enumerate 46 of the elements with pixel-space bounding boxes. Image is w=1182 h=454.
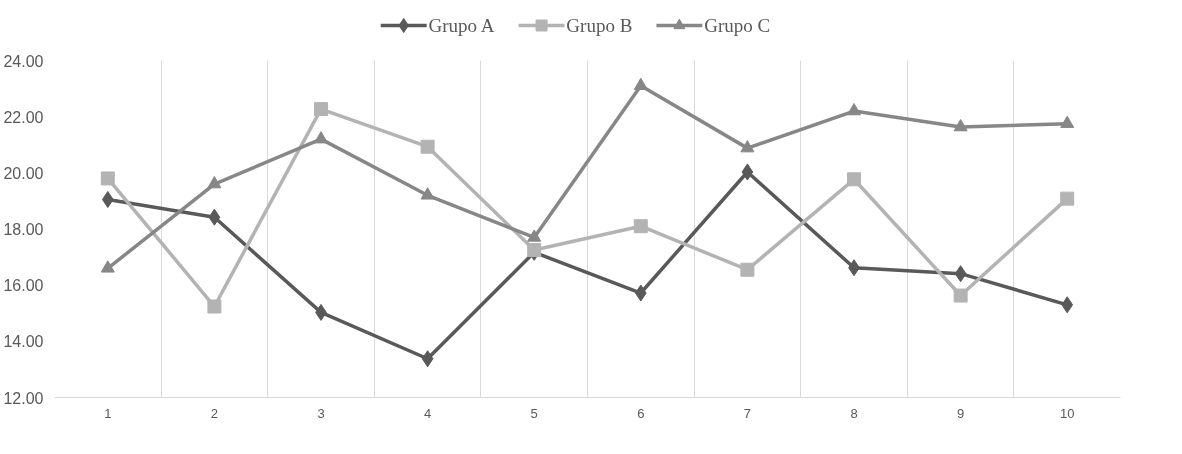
point [421,350,434,368]
point [847,172,861,187]
x-tick-label: 10 [1059,405,1075,421]
y-tick-label: 22.00 [3,108,44,126]
y-tick-label: 18.00 [3,221,44,238]
x-tick-label: 3 [317,405,325,421]
point [741,163,754,181]
x-tick-label: 2 [210,405,219,421]
y-tick-label: 16.00 [3,277,44,295]
x-tick-label: 6 [637,405,645,421]
point [954,265,967,283]
y-tick-label: 20.00 [3,164,44,182]
x-tick-label: 8 [850,405,858,421]
point [207,176,222,189]
legend-label: Grupo A [428,15,495,36]
point [207,299,222,314]
point [100,171,115,186]
point [740,140,755,153]
x-tick-label: 5 [530,405,538,421]
point [314,102,328,117]
point [420,187,435,200]
point [420,139,435,154]
y-tick-label: 14.00 [3,333,44,351]
point [633,219,648,234]
point [740,262,755,277]
point [953,288,968,303]
point [1061,296,1074,314]
point [633,77,648,91]
legend-label: Grupo B [566,15,633,36]
legend-label: Grupo C [704,15,771,36]
x-tick-label: 9 [956,405,965,421]
y-tick-label: 24.00 [3,52,44,70]
point [1060,115,1075,128]
point [1060,191,1075,206]
point [634,284,647,302]
y-tick-label: 12.00 [3,389,44,407]
point [314,131,328,144]
point [527,229,542,242]
x-tick-label: 7 [743,405,752,421]
point [100,260,115,273]
x-tick-label: 4 [423,405,432,421]
x-tick-label: 1 [104,405,112,421]
point [953,119,968,132]
point [208,208,221,226]
point [847,103,861,116]
point [101,191,114,209]
